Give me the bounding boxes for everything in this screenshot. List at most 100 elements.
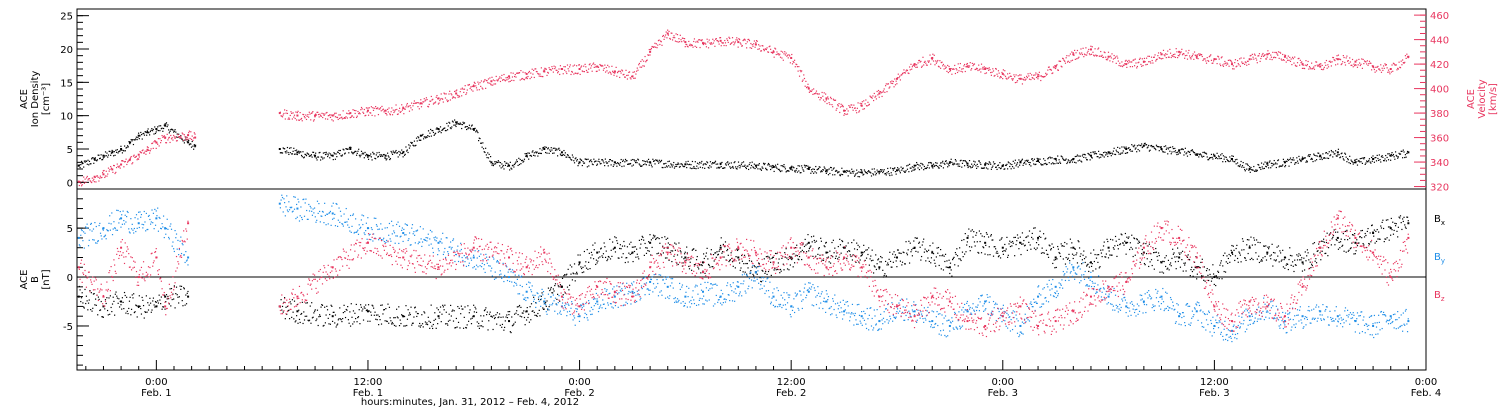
data-dot [116, 149, 118, 151]
right-tick-label: 460 [1430, 11, 1449, 22]
data-dot [909, 242, 911, 244]
data-dot [845, 113, 847, 116]
data-dot [827, 98, 830, 100]
data-dot [1086, 159, 1088, 161]
data-dot [1150, 145, 1152, 147]
data-dot [722, 251, 724, 253]
data-dot [694, 264, 696, 266]
data-dot [130, 156, 132, 158]
data-dot [1373, 158, 1375, 160]
data-dot [179, 136, 181, 139]
data-point [984, 68, 987, 70]
data-dot [1035, 76, 1038, 79]
data-dot [911, 170, 913, 172]
data-dot [825, 242, 827, 244]
data-dot [150, 148, 152, 150]
data-dot [543, 148, 545, 150]
data-dot [919, 61, 921, 63]
data-dot [103, 169, 105, 172]
data-dot [296, 153, 298, 156]
data-dot [655, 46, 657, 48]
data-dot [102, 157, 104, 159]
data-dot [1040, 164, 1043, 166]
data-dot [736, 168, 738, 170]
data-dot [1356, 66, 1359, 68]
data-dot [554, 283, 557, 285]
data-point [1372, 65, 1375, 68]
data-dot [1146, 147, 1148, 149]
data-dot [128, 159, 130, 161]
data-dot [1109, 151, 1111, 153]
data-dot [331, 114, 334, 116]
data-dot [767, 270, 770, 273]
data-dot [1186, 58, 1189, 60]
data-dot [980, 71, 982, 73]
data-dot [1239, 165, 1241, 168]
data-dot [900, 74, 902, 76]
data-dot [636, 162, 638, 164]
data-dot [533, 76, 535, 79]
data-dot [1058, 159, 1060, 161]
data-dot [482, 88, 484, 90]
data-dot [884, 173, 886, 175]
data-dot [392, 109, 394, 111]
data-point [666, 32, 669, 35]
data-dot [1375, 160, 1378, 162]
data-dot [182, 140, 184, 142]
data-dot [557, 71, 559, 73]
data-dot [472, 315, 474, 318]
data-dot [950, 68, 952, 70]
data-dot [133, 139, 135, 141]
data-dot [391, 321, 393, 324]
data-dot [1358, 159, 1360, 162]
data-dot [445, 129, 447, 132]
data-dot [877, 258, 880, 260]
data-dot [801, 258, 803, 261]
data-dot [600, 248, 602, 250]
data-dot [146, 134, 148, 136]
data-dot [1320, 63, 1322, 65]
data-dot [758, 44, 760, 46]
data-dot [631, 165, 633, 167]
data-dot [813, 93, 815, 95]
data-dot [1316, 64, 1318, 66]
data-dot [588, 252, 590, 254]
data-dot [815, 92, 817, 94]
data-dot [78, 184, 80, 187]
data-dot [840, 252, 842, 254]
data-dot [505, 77, 507, 79]
data-dot [698, 163, 700, 165]
data-dot [1335, 155, 1337, 157]
data-dot [397, 156, 399, 158]
data-dot [351, 152, 353, 154]
data-dot [401, 314, 403, 316]
data-dot [612, 165, 614, 168]
data-point [543, 70, 546, 73]
data-dot [654, 42, 656, 44]
data-point [490, 80, 493, 83]
data-dot [135, 304, 137, 306]
data-dot [1002, 164, 1004, 166]
data-dot [505, 162, 507, 164]
data-dot [971, 229, 973, 231]
data-dot [1033, 74, 1035, 76]
data-dot [424, 321, 427, 323]
data-dot [1080, 160, 1082, 162]
data-dot [124, 145, 126, 147]
data-dot [1277, 159, 1279, 162]
data-dot [1253, 165, 1255, 168]
data-dot [978, 160, 980, 162]
data-dot [301, 120, 303, 122]
data-dot [937, 165, 939, 168]
data-dot [548, 306, 550, 308]
data-point [613, 246, 616, 249]
data-dot [1308, 68, 1310, 70]
data-dot [1234, 62, 1236, 64]
data-dot [493, 163, 495, 165]
data-dot [932, 163, 935, 165]
data-dot [967, 65, 969, 67]
data-dot [966, 162, 968, 164]
data-dot [961, 239, 963, 242]
data-dot [1339, 59, 1342, 61]
data-dot [1102, 56, 1105, 58]
